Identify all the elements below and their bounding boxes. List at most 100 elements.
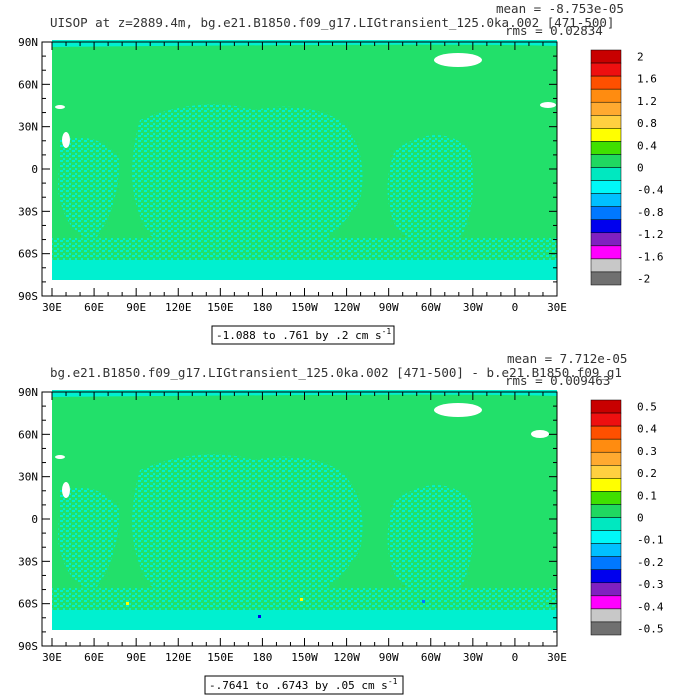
x-tick-label: 150W xyxy=(291,651,318,664)
colorbar-box xyxy=(590,49,622,64)
colorbar-box xyxy=(590,62,622,77)
colorbar-box xyxy=(590,206,622,220)
indian-speckle xyxy=(58,137,120,240)
colorbar-box xyxy=(590,101,622,116)
colorbar-label: -0.1 xyxy=(637,534,664,547)
island xyxy=(540,102,556,108)
atlantic-speckle xyxy=(387,485,474,595)
anomaly-spot xyxy=(422,600,425,603)
x-axis: 30E 60E 90E 120E 150E 180 150W 120W 90W 60W 30W 0 30… xyxy=(42,392,567,664)
colorbar-box xyxy=(590,425,622,440)
colorbar-box xyxy=(590,556,622,570)
colorbar-label: 0.8 xyxy=(637,117,657,130)
y-tick-label: 30S xyxy=(18,555,38,568)
colorbar-box xyxy=(590,412,622,427)
anomaly-spot xyxy=(300,598,303,601)
y-tick-label: 90N xyxy=(18,386,38,399)
colorbar-label: -0.2 xyxy=(637,556,664,569)
x-tick-label: 150W xyxy=(291,301,318,314)
x-tick-label: 60W xyxy=(421,301,441,314)
colorbar-box xyxy=(590,478,622,492)
x-tick-label: 60E xyxy=(84,651,104,664)
colorbar-label: 0.3 xyxy=(637,445,657,458)
colorbar-label: 0.5 xyxy=(637,401,657,414)
colorbar-label: -2 xyxy=(637,272,650,285)
colorbar-box xyxy=(590,582,622,597)
colorbar-box xyxy=(590,595,622,610)
pacific-speckle xyxy=(132,454,363,613)
x-tick-label: 90E xyxy=(126,651,146,664)
colorbar-label: -0.4 xyxy=(637,184,664,197)
colorbar-box xyxy=(590,530,622,544)
rms-label: rms = 0.02834 xyxy=(505,23,603,38)
y-tick-label: 60S xyxy=(18,248,38,261)
colorbar-box xyxy=(590,115,622,129)
island xyxy=(55,455,65,459)
colorbar-label: 0.4 xyxy=(637,139,657,152)
island xyxy=(55,105,65,109)
colorbar-box xyxy=(590,141,622,155)
y-tick-label: 60S xyxy=(18,598,38,611)
colorbar-box xyxy=(590,271,622,286)
x-tick-label: 0 xyxy=(512,651,519,664)
colorbar-box xyxy=(590,154,622,168)
colorbar-label: -1.2 xyxy=(637,228,664,241)
range-label: -.7641 to .6743 by .05 cm s-1 xyxy=(209,677,398,692)
x-tick-label: 180 xyxy=(252,301,272,314)
greenland xyxy=(434,403,482,417)
island xyxy=(62,132,70,148)
southern-speckle xyxy=(52,238,557,260)
colorbar-label: 1.6 xyxy=(637,73,657,86)
colorbar-label: -0.4 xyxy=(637,600,664,613)
y-tick-label: 60N xyxy=(18,78,38,91)
colorbar: 0.5 0.4 0.3 0.2 0.1 0 -0.1 -0.2 -0.3 -0.4 -0.5 xyxy=(590,399,664,635)
panel-bottom: bg.e21.B1850.f09_g17.LIGtransient_125.0k… xyxy=(18,351,664,695)
colorbar-box xyxy=(590,543,622,557)
colorbar-box xyxy=(590,438,622,453)
y-tick-label: 90S xyxy=(18,640,38,653)
x-tick-label: 90W xyxy=(379,651,399,664)
panel-title: bg.e21.B1850.f09_g17.LIGtransient_125.0k… xyxy=(50,365,622,380)
colorbar-box xyxy=(590,128,622,142)
colorbar-box xyxy=(590,258,622,273)
x-tick-label: 30W xyxy=(463,301,483,314)
colorbar-label: -1.6 xyxy=(637,250,664,263)
x-tick-label: 30W xyxy=(463,651,483,664)
range-box xyxy=(211,325,395,345)
x-tick-label: 150E xyxy=(207,301,234,314)
y-tick-label: 30N xyxy=(18,471,38,484)
greenland xyxy=(434,53,482,67)
colorbar-box xyxy=(590,517,622,531)
colorbar-box xyxy=(590,608,622,623)
y-tick-label: 0 xyxy=(31,163,38,176)
colorbar-box xyxy=(590,451,622,466)
x-tick-label: 0 xyxy=(512,301,519,314)
colorbar-box xyxy=(590,465,622,479)
x-tick-label: 120W xyxy=(333,651,360,664)
colorbar-box xyxy=(590,180,622,194)
colorbar-box xyxy=(590,491,622,505)
colorbar-label: 1.2 xyxy=(637,95,657,108)
x-tick-label: 30E xyxy=(547,301,567,314)
colorbar-label: 0.4 xyxy=(637,423,657,436)
x-tick-label: 120E xyxy=(165,651,192,664)
colorbar-box xyxy=(590,569,622,584)
colorbar-label: 2 xyxy=(637,51,644,64)
colorbar-label: -0.8 xyxy=(637,206,664,219)
x-tick-label: 120E xyxy=(165,301,192,314)
colorbar-box xyxy=(590,245,622,260)
y-tick-label: 90S xyxy=(18,290,38,303)
mean-label: mean = 7.712e-05 xyxy=(507,351,627,366)
colorbar-box xyxy=(590,504,622,518)
island xyxy=(62,482,70,498)
colorbar-box xyxy=(590,75,622,90)
mean-label: mean = -8.753e-05 xyxy=(496,1,624,16)
y-tick-label: 90N xyxy=(18,36,38,49)
colorbar: 2 1.6 1.2 0.8 0.4 0 -0.4 -0.8 -1.2 -1.6 -2 xyxy=(590,49,664,286)
indian-speckle xyxy=(58,487,120,590)
y-tick-label: 30S xyxy=(18,205,38,218)
atlantic-speckle xyxy=(387,135,474,245)
colorbar-box xyxy=(590,399,622,414)
colorbar-label: -0.3 xyxy=(637,578,664,591)
map-field xyxy=(52,390,557,646)
